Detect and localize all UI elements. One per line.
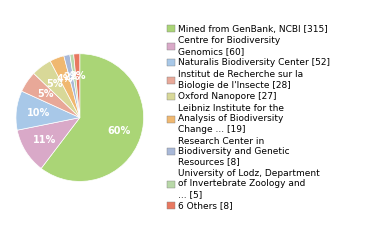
Wedge shape [16,91,80,130]
Text: 11%: 11% [33,135,56,145]
Text: 5%: 5% [37,89,54,99]
Text: 2%: 2% [63,72,80,82]
Wedge shape [17,118,80,168]
Wedge shape [50,56,80,118]
Text: 2%: 2% [70,71,86,81]
Wedge shape [34,61,80,118]
Wedge shape [64,54,80,118]
Wedge shape [70,54,80,118]
Wedge shape [74,54,80,118]
Legend: Mined from GenBank, NCBI [315], Centre for Biodiversity
Genomics [60], Naturalis: Mined from GenBank, NCBI [315], Centre f… [167,25,330,210]
Text: 5%: 5% [47,79,63,90]
Wedge shape [41,54,144,181]
Wedge shape [22,73,80,118]
Text: 4%: 4% [57,74,73,84]
Text: 60%: 60% [108,126,131,136]
Text: 10%: 10% [27,108,50,118]
